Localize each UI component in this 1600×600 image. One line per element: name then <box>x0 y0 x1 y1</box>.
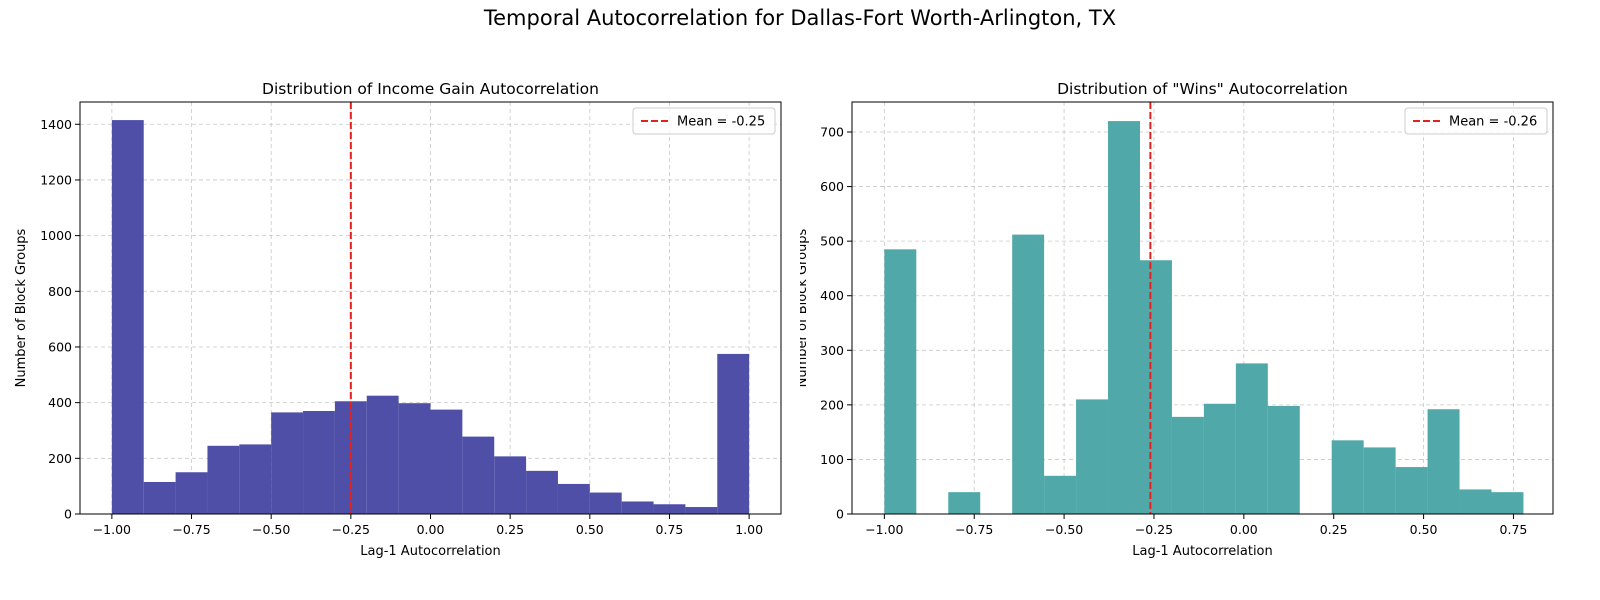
x-tick-label: 0.25 <box>1320 522 1348 537</box>
histogram-bar <box>1267 405 1300 514</box>
y-tick-label: 600 <box>48 339 72 354</box>
histogram-bar <box>1012 234 1045 514</box>
histogram-bar <box>1491 492 1524 514</box>
x-tick-label: −1.00 <box>865 522 903 537</box>
y-tick-label: 800 <box>48 284 72 299</box>
histogram-bar <box>207 445 240 514</box>
histogram-bar <box>1076 399 1109 514</box>
y-tick-label: 300 <box>820 343 844 358</box>
histogram-bar <box>653 504 686 514</box>
x-axis-label: Lag-1 Autocorrelation <box>1132 544 1273 559</box>
histogram-bar <box>1235 363 1268 514</box>
x-tick-label: −0.50 <box>252 522 290 537</box>
histogram-bar <box>271 412 304 514</box>
plot-frame <box>851 101 1554 515</box>
histogram-bar <box>430 409 463 514</box>
x-tick-label: 0.75 <box>656 522 684 537</box>
histogram-bars <box>884 121 1524 514</box>
y-tick-label: 100 <box>820 452 844 467</box>
histogram-bar <box>143 481 176 514</box>
y-tick-label: 500 <box>820 234 844 249</box>
legend-mean-label: Mean = -0.25 <box>677 115 765 130</box>
x-tick-label: −0.50 <box>1045 522 1083 537</box>
histogram-bar <box>526 470 558 514</box>
histogram-bar <box>366 395 399 514</box>
legend: Mean = -0.25 <box>632 107 776 135</box>
y-tick-label: 0 <box>64 507 72 522</box>
y-tick-label: 700 <box>820 125 844 140</box>
x-axis-label: Lag-1 Autocorrelation <box>360 544 501 559</box>
y-tick-label: 200 <box>48 451 72 466</box>
histogram-bar <box>239 444 272 514</box>
histogram-bar <box>494 456 527 514</box>
x-tick-label: −0.25 <box>1135 522 1173 537</box>
histogram-bar <box>1108 121 1140 514</box>
legend-box <box>1404 107 1548 135</box>
x-tick-label: 0.00 <box>1230 522 1258 537</box>
histogram-bar <box>462 436 495 514</box>
x-tick-label: 0.75 <box>1500 522 1528 537</box>
histogram-bar <box>1395 467 1428 514</box>
x-tick-label: 0.00 <box>417 522 445 537</box>
y-tick-label: 600 <box>820 179 844 194</box>
histogram-bar <box>948 492 981 514</box>
y-tick-label: 1200 <box>40 172 72 187</box>
legend: Mean = -0.26 <box>1404 107 1548 135</box>
histogram-bar <box>884 249 917 514</box>
histogram-bar <box>1459 489 1492 514</box>
chart-title: Distribution of "Wins" Autocorrelation <box>1057 80 1348 98</box>
histogram-bar <box>1171 416 1204 514</box>
histogram-bar <box>111 120 144 514</box>
histogram-bar <box>175 472 208 514</box>
y-tick-label: 200 <box>820 397 844 412</box>
histogram-bar <box>589 492 622 514</box>
histogram-bar <box>717 353 750 514</box>
wins-histogram: −1.00 −0.75 −0.50 −0.25 0.00 0.25 0.50 0.75 0 100… <box>800 80 1554 559</box>
histogram-bar <box>303 411 335 514</box>
histogram-bar <box>1203 403 1236 514</box>
x-tick-label: −1.00 <box>93 522 131 537</box>
x-tick-label: −0.25 <box>332 522 370 537</box>
y-tick-label: 0 <box>836 507 844 522</box>
y-tick-label: 1000 <box>40 228 72 243</box>
income-gain-histogram: −1.00 −0.75 −0.50 −0.25 0.00 0.25 0.50 0.75 1.00… <box>14 80 782 559</box>
histogram-bar <box>1427 409 1460 514</box>
figure-title: Temporal Autocorrelation for Dallas-Fort… <box>483 6 1117 30</box>
x-tick-label: 0.25 <box>496 522 524 537</box>
chart-title: Distribution of Income Gain Autocorrelat… <box>262 80 599 98</box>
y-tick-label: 1400 <box>40 117 72 132</box>
y-tick-label: 400 <box>820 288 844 303</box>
x-tick-label: −0.75 <box>172 522 210 537</box>
y-axis-label: Number of Block Groups <box>800 228 810 387</box>
histogram-bar <box>1139 260 1172 514</box>
histogram-bar <box>621 501 654 514</box>
x-tick-label: −0.75 <box>955 522 993 537</box>
y-axis-label: Number of Block Groups <box>14 228 29 387</box>
histogram-bar <box>1363 447 1396 514</box>
histogram-bar <box>398 403 431 514</box>
legend-mean-label: Mean = -0.26 <box>1449 115 1537 130</box>
histogram-bar <box>1044 475 1077 514</box>
histogram-bar <box>685 507 718 514</box>
y-tick-label: 400 <box>48 395 72 410</box>
x-tick-label: 1.00 <box>735 522 763 537</box>
histogram-bar <box>557 483 590 514</box>
x-tick-label: 0.50 <box>576 522 604 537</box>
histogram-bars <box>111 120 750 514</box>
x-tick-label: 0.50 <box>1410 522 1438 537</box>
histogram-bar <box>1331 440 1364 514</box>
legend-box <box>632 107 776 135</box>
